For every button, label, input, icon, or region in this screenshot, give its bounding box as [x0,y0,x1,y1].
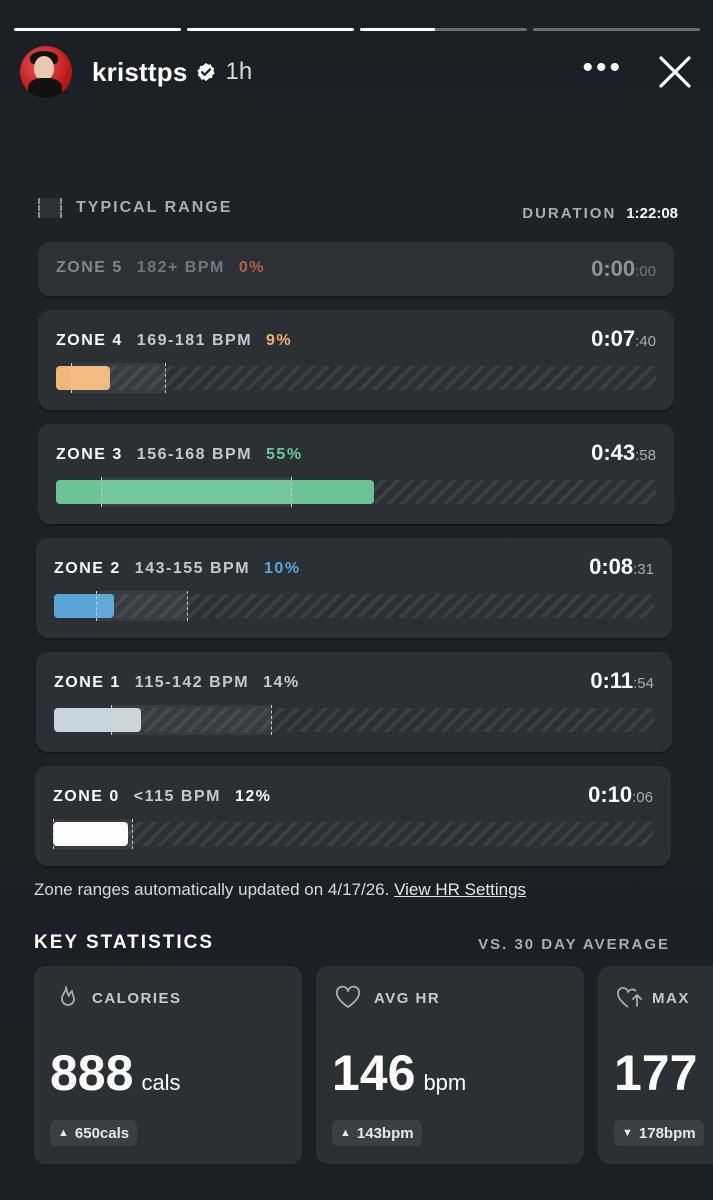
more-options-icon[interactable]: ••• [582,51,623,84]
zone-card-3[interactable]: ZONE 3 156-168 BPM 55% 0:43:58 [38,424,674,524]
zone-heading: ZONE 5 182+ BPM 0% [56,259,265,277]
zone-time: 0:00:00 [591,256,656,281]
arrow-up-icon: ▲ [58,1127,69,1139]
zone-bpm: 169-181 BPM [136,332,253,349]
progress-segment [14,28,181,31]
zone-progress-bar [56,480,374,504]
stat-card-avg-hr[interactable]: AVG HR 146 bpm ▲ 143bpm [316,966,584,1164]
flame-icon [52,984,80,1012]
stat-card-calories[interactable]: CALORIES 888 cals ▲ 650cals [34,966,302,1164]
stat-compare-badge: ▲ 650cals [50,1120,138,1146]
view-hr-settings-link[interactable]: View HR Settings [394,880,527,899]
zone-name: ZONE 3 [56,446,123,463]
zone-percent: 9% [266,332,293,349]
zone-percent: 14% [263,674,300,691]
story-progress [14,28,700,32]
stat-compare-badge: ▲ 143bpm [332,1120,422,1146]
stat-value: 888 cals [50,1045,181,1101]
zone-time: 0:10:06 [588,782,653,807]
post-time: 1h [225,58,253,85]
heart-up-icon [616,984,644,1012]
arrow-up-icon: ▲ [340,1127,351,1139]
key-statistics-title: KEY STATISTICS [34,932,215,953]
heart-icon [334,984,362,1012]
zone-time: 0:43:58 [591,440,656,465]
vs-average-label: VS. 30 DAY AVERAGE [478,936,670,953]
zone-heading: ZONE 1 115-142 BPM 14% [54,674,300,692]
stat-label: MAX [652,990,690,1007]
stat-label: CALORIES [92,990,182,1007]
zone-percent: 12% [234,788,272,805]
zone-progress-bar [53,822,128,846]
typical-range-legend: TYPICAL RANGE [38,198,232,218]
zone-name: ZONE 2 [54,560,121,577]
progress-segment [187,28,354,31]
zone-heading: ZONE 3 156-168 BPM 55% [56,446,303,464]
zone-progress-bar [54,708,141,732]
close-icon[interactable] [657,54,693,90]
typical-range-swatch [38,198,62,218]
zone-percent: 0% [238,259,265,276]
zone-heading: ZONE 4 169-181 BPM 9% [56,332,292,350]
stat-value: 177 [614,1045,698,1101]
zone-card-2[interactable]: ZONE 2 143-155 BPM 10% 0:08:31 [36,538,672,638]
zone-card-0[interactable]: ZONE 0 <115 BPM 12% 0:10:06 [35,766,671,866]
zone-card-5[interactable]: ZONE 5 182+ BPM 0% 0:00:00 [38,242,674,296]
zone-heading: ZONE 0 <115 BPM 12% [53,788,271,806]
zone-bpm: 115-142 BPM [134,674,250,691]
username[interactable]: kristtps [92,56,188,87]
zone-update-note: Zone ranges automatically updated on 4/1… [34,880,526,900]
stat-label: AVG HR [374,990,441,1007]
typical-range-label: TYPICAL RANGE [76,199,233,216]
zone-percent: 55% [266,446,303,463]
duration-value: 1:22:08 [626,205,678,222]
zone-time: 0:07:40 [591,326,656,351]
typical-range-marker [101,477,292,507]
avatar[interactable] [20,46,72,98]
zone-bpm: 182+ BPM [136,259,225,276]
workout-card: TYPICAL RANGE DURATION 1:22:08 ZONE 5 182… [14,186,713,1200]
zone-name: ZONE 4 [56,332,123,349]
stat-compare-badge: ▼ 178bpm [614,1120,704,1146]
zone-progress-bar [56,366,110,390]
progress-segment [533,28,700,31]
zone-progress-track [54,705,654,735]
zone-card-1[interactable]: ZONE 1 115-142 BPM 14% 0:11:54 [36,652,672,752]
zone-progress-bar [54,594,114,618]
zone-bpm: <115 BPM [133,788,221,805]
zone-name: ZONE 1 [54,674,121,691]
zone-progress-track [56,477,656,507]
progress-segment [360,28,527,31]
zone-progress-track [56,363,656,393]
typical-range-marker [53,819,133,849]
typical-range-marker [96,591,188,621]
zone-progress-track [53,819,653,849]
zone-bpm: 156-168 BPM [136,446,253,463]
story-header: kristtps 1h ••• [20,44,693,100]
zone-update-text: Zone ranges automatically updated on 4/1… [34,880,390,899]
zone-time: 0:11:54 [590,668,654,693]
typical-range-marker [71,363,166,393]
zone-heading: ZONE 2 143-155 BPM 10% [54,560,301,578]
zone-name: ZONE 0 [53,788,120,805]
zone-percent: 10% [264,560,301,577]
zone-bpm: 143-155 BPM [134,560,251,577]
zone-progress-track [54,591,654,621]
duration-label: DURATION [522,205,617,222]
typical-range-marker [111,705,272,735]
arrow-down-icon: ▼ [622,1127,633,1139]
duration: DURATION 1:22:08 [522,205,678,222]
stat-card-max-hr[interactable]: MAX 177 ▼ 178bpm [598,966,713,1164]
zone-card-4[interactable]: ZONE 4 169-181 BPM 9% 0:07:40 [38,310,674,410]
stat-value: 146 bpm [332,1045,467,1101]
zone-time: 0:08:31 [589,554,654,579]
verified-badge-icon [196,62,216,82]
zone-name: ZONE 5 [56,259,123,276]
